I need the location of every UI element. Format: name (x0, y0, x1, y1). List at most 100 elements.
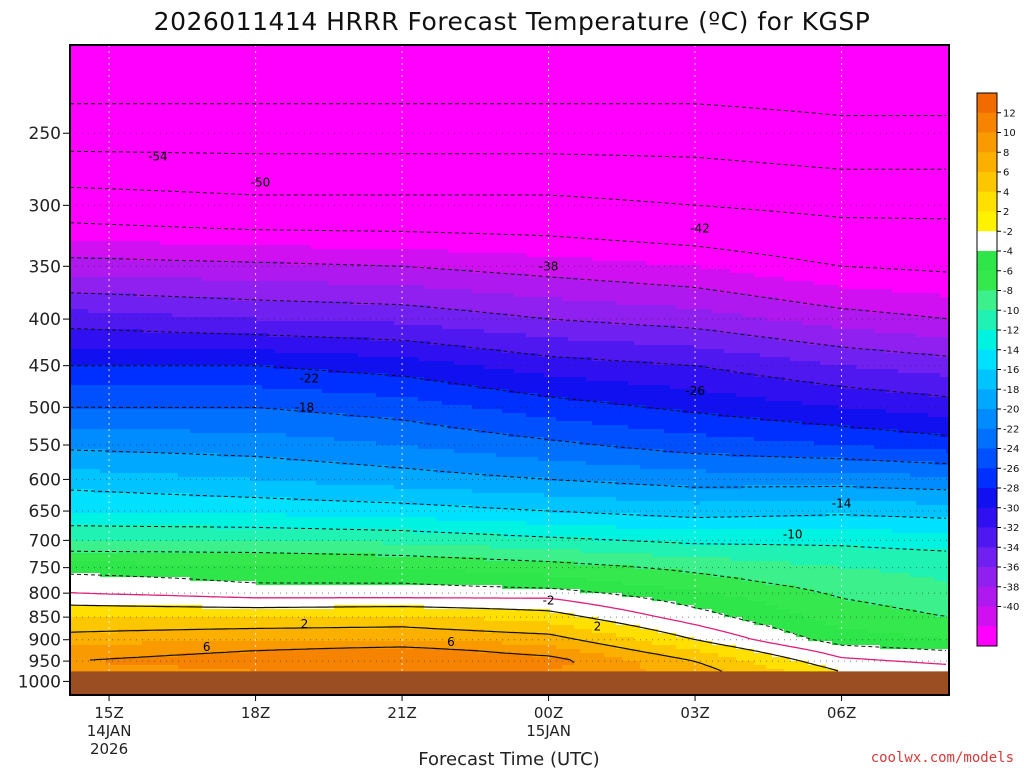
temperature-cell (166, 413, 173, 418)
temperature-cell (142, 157, 149, 162)
temperature-cell (184, 441, 191, 446)
temperature-cell (214, 537, 221, 542)
temperature-cell (82, 637, 89, 642)
temperature-cell (220, 197, 227, 202)
temperature-cell (160, 69, 167, 74)
temperature-cell (244, 153, 251, 158)
temperature-cell (88, 333, 95, 338)
temperature-cell (172, 449, 179, 454)
temperature-cell (136, 205, 143, 210)
temperature-cell (100, 665, 107, 670)
temperature-cell (154, 601, 161, 606)
temperature-cell (124, 265, 131, 270)
temperature-cell (190, 657, 197, 662)
temperature-cell (148, 217, 155, 222)
temperature-cell (148, 545, 155, 550)
temperature-cell (214, 481, 221, 486)
temperature-cell (124, 605, 131, 610)
temperature-cell (184, 601, 191, 606)
temperature-cell (226, 429, 233, 434)
temperature-cell (82, 129, 89, 134)
temperature-cell (70, 545, 77, 550)
temperature-cell (250, 373, 257, 378)
temperature-cell (124, 381, 131, 386)
temperature-cell (166, 113, 173, 118)
temperature-cell (232, 193, 239, 198)
temperature-cell (196, 161, 203, 166)
temperature-cell (142, 289, 149, 294)
temperature-cell (202, 585, 209, 590)
temperature-cell (82, 413, 89, 418)
temperature-cell (172, 221, 179, 226)
temperature-cell (166, 661, 173, 666)
temperature-cell (190, 589, 197, 594)
temperature-cell (190, 533, 197, 538)
temperature-cell (148, 265, 155, 270)
temperature-cell (238, 53, 245, 58)
temperature-cell (208, 441, 215, 446)
temperature-cell (166, 665, 173, 670)
temperature-cell (148, 669, 155, 674)
temperature-cell (136, 269, 143, 274)
temperature-cell (142, 61, 149, 66)
temperature-cell (208, 189, 215, 194)
temperature-cell (160, 377, 167, 382)
temperature-cell (76, 357, 83, 362)
temperature-cell (166, 597, 173, 602)
temperature-cell (88, 237, 95, 242)
temperature-cell (76, 193, 83, 198)
temperature-cell (166, 321, 173, 326)
temperature-cell (118, 541, 125, 546)
temperature-cell (118, 461, 125, 466)
temperature-cell (178, 441, 185, 446)
temperature-cell (112, 269, 119, 274)
temperature-cell (88, 521, 95, 526)
temperature-cell (142, 537, 149, 542)
temperature-cell (178, 481, 185, 486)
temperature-cell (184, 389, 191, 394)
temperature-cell (226, 417, 233, 422)
temperature-cell (190, 421, 197, 426)
temperature-cell (220, 617, 227, 622)
temperature-cell (136, 417, 143, 422)
temperature-cell (250, 289, 257, 294)
temperature-cell (196, 49, 203, 54)
temperature-cell (94, 57, 101, 62)
temperature-cell (214, 325, 221, 330)
temperature-cell (124, 565, 131, 570)
temperature-cell (154, 569, 161, 574)
temperature-cell (136, 173, 143, 178)
temperature-cell (100, 385, 107, 390)
temperature-cell (142, 237, 149, 242)
temperature-cell (142, 249, 149, 254)
temperature-cell (166, 377, 173, 382)
temperature-cell (88, 669, 95, 674)
temperature-cell (94, 505, 101, 510)
temperature-cell (100, 469, 107, 474)
temperature-cell (250, 173, 257, 178)
temperature-cell (250, 469, 257, 474)
temperature-cell (142, 93, 149, 98)
temperature-cell (196, 389, 203, 394)
temperature-cell (160, 505, 167, 510)
temperature-cell (112, 453, 119, 458)
temperature-cell (142, 77, 149, 82)
temperature-cell (112, 197, 119, 202)
temperature-cell (88, 117, 95, 122)
temperature-cell (202, 273, 209, 278)
temperature-cell (226, 445, 233, 450)
temperature-cell (250, 121, 257, 126)
temperature-cell (118, 573, 125, 578)
temperature-cell (202, 421, 209, 426)
temperature-cell (136, 101, 143, 106)
temperature-cell (166, 297, 173, 302)
temperature-cell (160, 565, 167, 570)
temperature-cell (76, 189, 83, 194)
temperature-cell (190, 417, 197, 422)
temperature-cell (214, 241, 221, 246)
temperature-cell (184, 485, 191, 490)
temperature-cell (70, 313, 77, 318)
temperature-cell (244, 69, 251, 74)
temperature-cell (154, 225, 161, 230)
temperature-cell (94, 429, 101, 434)
